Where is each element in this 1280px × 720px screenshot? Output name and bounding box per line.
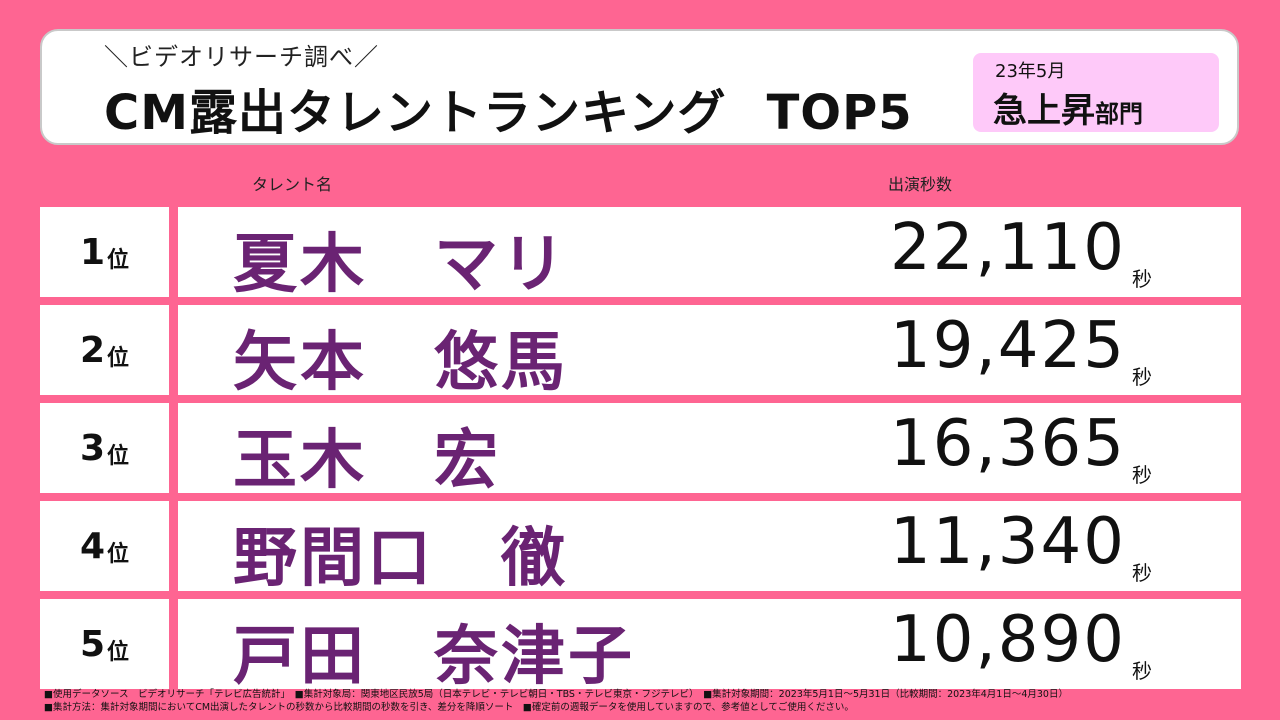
appearance-seconds: 11,340 xyxy=(890,505,1126,579)
talent-name: 夏木 マリ xyxy=(233,228,568,302)
rank-suffix: 位 xyxy=(107,248,130,273)
badge-category-main: 急上昇 xyxy=(993,91,1095,131)
talent-box: 矢本 悠馬 19,425 秒 xyxy=(178,305,1241,400)
badge-category: 急上昇部門 xyxy=(993,83,1143,132)
talent-box: 戸田 奈津子 10,890 秒 xyxy=(178,599,1241,694)
talent-name: 玉木 宏 xyxy=(233,424,501,498)
talent-name: 野間口 徹 xyxy=(233,522,568,596)
footnote-line-2: ■集計方法：集計対象期間においてCM出演したタレントの秒数から比較期間の秒数を引… xyxy=(44,702,854,713)
appearance-seconds: 22,110 xyxy=(890,211,1126,285)
badge-category-suffix: 部門 xyxy=(1095,100,1143,128)
footnote: ■使用データソース ビデオリサーチ「テレビ広告統計」 ■集計対象局：関東地区民放… xyxy=(44,688,1244,714)
appearance-seconds: 10,890 xyxy=(890,603,1126,677)
rank-number: 2 xyxy=(79,329,106,371)
badge-date: 23年5月 xyxy=(995,61,1066,82)
title-main: CM露出タレントランキング xyxy=(104,85,727,141)
column-header-seconds: 出演秒数 xyxy=(888,175,953,194)
footnote-line-1: ■使用データソース ビデオリサーチ「テレビ広告統計」 ■集計対象局：関東地区民放… xyxy=(44,689,1068,700)
rank-number: 4 xyxy=(79,525,106,567)
talent-box: 夏木 マリ 22,110 秒 xyxy=(178,207,1241,302)
seconds-unit: 秒 xyxy=(1132,365,1152,389)
rank-suffix: 位 xyxy=(107,640,130,665)
category-badge: 23年5月 急上昇部門 xyxy=(973,53,1219,132)
rank-suffix: 位 xyxy=(107,346,130,371)
talent-name: 矢本 悠馬 xyxy=(233,326,568,400)
appearance-seconds: 19,425 xyxy=(890,309,1126,383)
rank-number: 3 xyxy=(79,427,106,469)
subtitle: ＼ビデオリサーチ調べ／ xyxy=(104,43,379,71)
rank-suffix: 位 xyxy=(107,542,130,567)
page-title: CM露出タレントランキング TOP5 xyxy=(104,73,913,143)
column-header-name: タレント名 xyxy=(252,175,333,194)
header-panel: ＼ビデオリサーチ調べ／ CM露出タレントランキング TOP5 23年5月 急上昇部… xyxy=(40,29,1239,145)
talent-name: 戸田 奈津子 xyxy=(233,620,635,694)
talent-box: 野間口 徹 11,340 秒 xyxy=(178,501,1241,596)
seconds-unit: 秒 xyxy=(1132,463,1152,487)
rank-number: 1 xyxy=(79,231,106,273)
appearance-seconds: 16,365 xyxy=(890,407,1126,481)
seconds-unit: 秒 xyxy=(1132,561,1152,585)
title-top5: TOP5 xyxy=(766,85,913,141)
seconds-unit: 秒 xyxy=(1132,267,1152,291)
talent-box: 玉木 宏 16,365 秒 xyxy=(178,403,1241,498)
rank-number: 5 xyxy=(79,623,106,665)
rank-suffix: 位 xyxy=(107,444,130,469)
seconds-unit: 秒 xyxy=(1132,659,1152,683)
